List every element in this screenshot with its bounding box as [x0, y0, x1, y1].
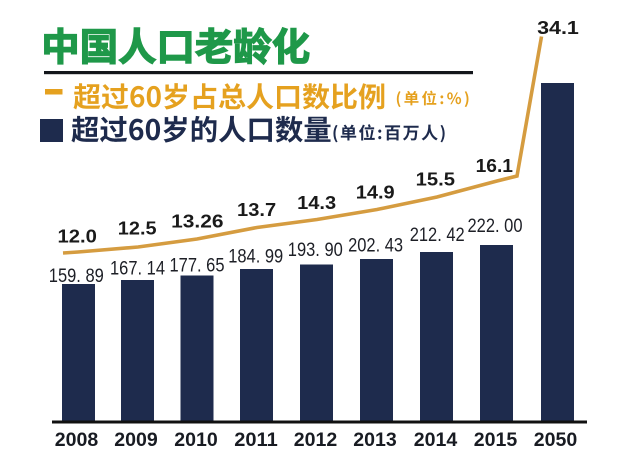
svg-text:202. 43: 202. 43 — [348, 235, 403, 257]
svg-text:212. 42: 212. 42 — [410, 224, 465, 246]
svg-text:167. 14: 167. 14 — [110, 258, 165, 280]
svg-text:2012: 2012 — [294, 429, 338, 451]
svg-text:222. 00: 222. 00 — [468, 215, 523, 237]
svg-text:13.26: 13.26 — [171, 212, 223, 232]
svg-text:12.5: 12.5 — [118, 218, 157, 238]
svg-text:15.5: 15.5 — [416, 169, 455, 189]
svg-text:13.7: 13.7 — [237, 200, 276, 220]
svg-text:16.1: 16.1 — [476, 156, 513, 176]
svg-text:2008: 2008 — [55, 429, 99, 451]
svg-text:193. 90: 193. 90 — [288, 239, 343, 261]
svg-text:2011: 2011 — [234, 429, 278, 451]
svg-text:2010: 2010 — [174, 429, 218, 451]
svg-text:2014: 2014 — [414, 429, 458, 451]
svg-text:12.0: 12.0 — [58, 226, 97, 246]
svg-text:14.9: 14.9 — [356, 183, 395, 203]
svg-text:14.3: 14.3 — [297, 193, 336, 213]
svg-text:159. 89: 159. 89 — [49, 265, 104, 287]
svg-text:2013: 2013 — [353, 429, 397, 451]
svg-text:2015: 2015 — [474, 429, 518, 451]
svg-text:184. 99: 184. 99 — [228, 246, 283, 268]
svg-text:2050: 2050 — [534, 429, 578, 451]
svg-text:34.1: 34.1 — [537, 18, 579, 38]
svg-text:177. 65: 177. 65 — [170, 254, 225, 276]
svg-text:2009: 2009 — [114, 429, 158, 451]
